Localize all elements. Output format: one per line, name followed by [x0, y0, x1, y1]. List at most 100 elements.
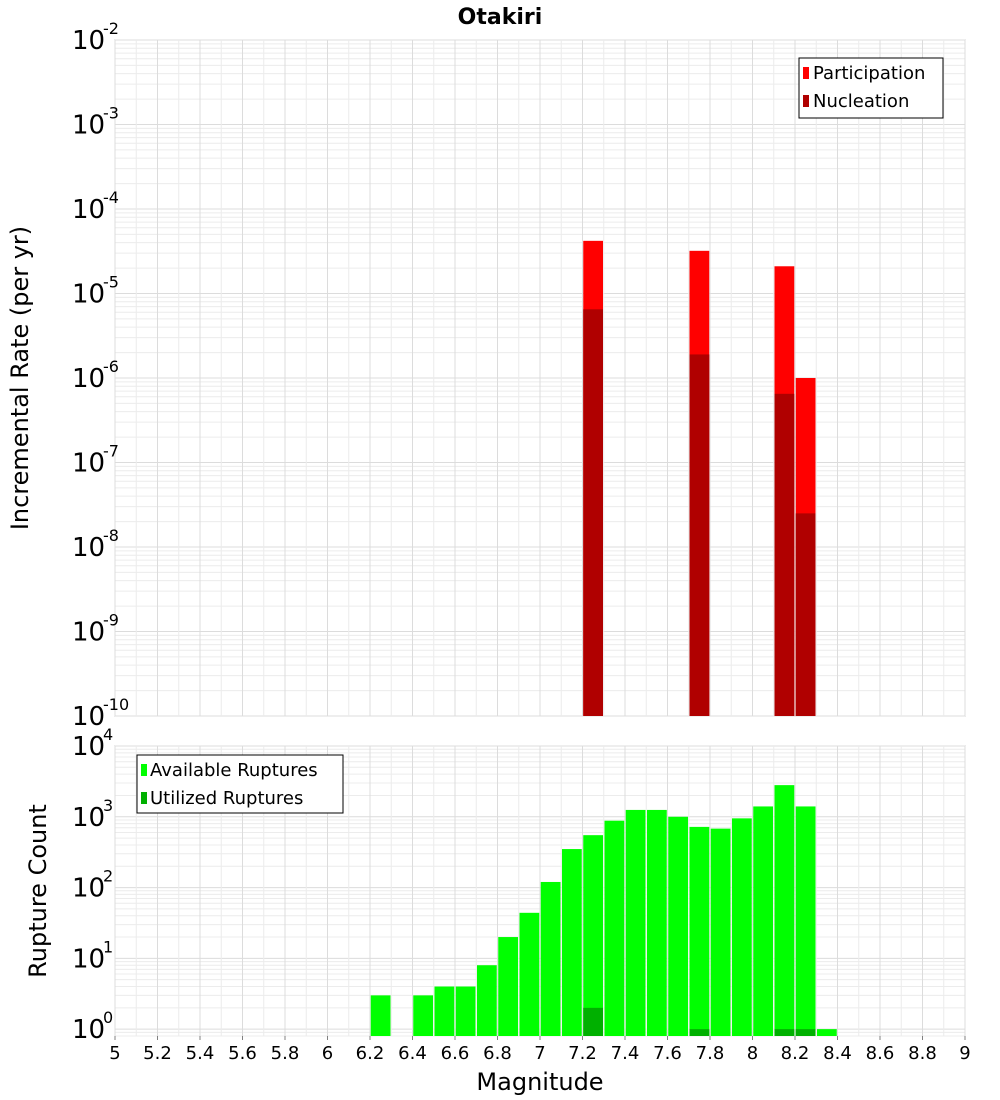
nucleation-bar [795, 513, 816, 716]
top-y-tick-exponent: -4 [103, 188, 119, 207]
bottom-y-tick-exponent: 3 [103, 796, 113, 815]
available-ruptures-bar [455, 986, 476, 1036]
utilized-ruptures-bar [795, 1029, 816, 1036]
available-ruptures-bar [731, 818, 752, 1036]
top-y-tick-exponent: -10 [103, 695, 129, 714]
available-ruptures-bar [583, 835, 604, 1036]
top-y-tick-exponent: -2 [103, 19, 119, 38]
available-ruptures-bar [476, 965, 497, 1036]
bottom-y-tick-label: 10 [72, 1015, 105, 1045]
top-y-axis-title: Incremental Rate (per yr) [6, 226, 34, 530]
top-y-tick-label: 10 [72, 449, 105, 479]
bottom-y-tick-exponent: 4 [103, 725, 113, 744]
available-ruptures-bar [625, 809, 646, 1036]
bottom-y-tick-label: 10 [72, 803, 105, 833]
available-ruptures-bar [561, 849, 582, 1036]
available-ruptures-bar [668, 816, 689, 1036]
top-y-tick-label: 10 [72, 364, 105, 394]
top-y-tick-label: 10 [72, 533, 105, 563]
x-axis-title: Magnitude [476, 1068, 603, 1096]
top-y-tick-label: 10 [72, 280, 105, 310]
top-legend-box [798, 57, 944, 119]
bottom-y-axis-title: Rupture Count [24, 804, 52, 978]
x-tick-label: 5.2 [143, 1043, 172, 1064]
x-tick-label: 8.6 [866, 1043, 895, 1064]
available-ruptures-bar [434, 986, 455, 1036]
legend-label-available: Available Ruptures [150, 760, 318, 781]
available-ruptures-bar [795, 806, 816, 1036]
top-y-tick-exponent: -6 [103, 357, 119, 376]
x-tick-label: 9 [959, 1043, 970, 1064]
x-tick-label: 5.6 [228, 1043, 257, 1064]
top-legend: Participation Nucleation [798, 57, 944, 119]
top-y-tick-exponent: -7 [103, 442, 119, 461]
available-ruptures-bar [774, 785, 795, 1036]
top-y-tick-label: 10 [72, 195, 105, 225]
legend-label-participation: Participation [813, 63, 925, 84]
x-tick-label: 6.2 [356, 1043, 385, 1064]
utilized-ruptures-bar [689, 1029, 710, 1036]
top-bars [583, 240, 816, 716]
top-y-tick-exponent: -9 [103, 611, 119, 630]
top-y-ticks: 10-210-310-410-510-610-710-810-910-10 [72, 19, 129, 732]
x-tick-label: 5.8 [271, 1043, 300, 1064]
available-ruptures-bar [710, 828, 731, 1036]
legend-label-nucleation: Nucleation [813, 91, 909, 112]
available-ruptures-bar [540, 881, 561, 1036]
legend-swatch-available [141, 764, 147, 776]
utilized-ruptures-bar [774, 1029, 795, 1036]
legend-swatch-utilized [141, 792, 147, 804]
available-ruptures-bar [816, 1029, 837, 1036]
legend-swatch-nucleation [803, 95, 809, 107]
x-tick-label: 7.8 [696, 1043, 725, 1064]
top-y-tick-label: 10 [72, 618, 105, 648]
x-tick-label: 7.2 [568, 1043, 597, 1064]
x-tick-label: 6.4 [398, 1043, 427, 1064]
x-tick-label: 8.2 [781, 1043, 810, 1064]
bottom-legend: Available Ruptures Utilized Ruptures [136, 754, 344, 814]
bottom-y-tick-exponent: 1 [103, 937, 113, 956]
x-tick-label: 6 [322, 1043, 333, 1064]
available-ruptures-bar [519, 912, 540, 1036]
top-y-tick-exponent: -5 [103, 273, 119, 292]
available-ruptures-bar [646, 809, 667, 1036]
top-y-tick-label: 10 [72, 702, 105, 732]
available-ruptures-bar [604, 820, 625, 1036]
top-y-tick-label: 10 [72, 111, 105, 141]
available-ruptures-bar [689, 826, 710, 1036]
x-tick-label: 5.4 [186, 1043, 215, 1064]
available-ruptures-bar [753, 806, 774, 1036]
x-tick-label: 7.4 [611, 1043, 640, 1064]
bottom-bars [370, 785, 837, 1036]
utilized-ruptures-bar [583, 1007, 604, 1036]
bottom-y-tick-label: 10 [72, 732, 105, 762]
bottom-legend-box [136, 754, 344, 814]
nucleation-bar [774, 393, 795, 716]
x-tick-label: 5 [109, 1043, 120, 1064]
legend-swatch-participation [803, 67, 809, 79]
x-tick-label: 6.8 [483, 1043, 512, 1064]
available-ruptures-bar [370, 995, 391, 1036]
x-tick-label: 7.6 [653, 1043, 682, 1064]
bottom-y-tick-label: 10 [72, 874, 105, 904]
bottom-y-tick-label: 10 [72, 944, 105, 974]
top-y-tick-exponent: -8 [103, 526, 119, 545]
top-grid [114, 39, 966, 717]
top-y-tick-label: 10 [72, 26, 105, 56]
x-tick-label: 6.6 [441, 1043, 470, 1064]
nucleation-bar [689, 354, 710, 716]
available-ruptures-bar [498, 937, 519, 1036]
bottom-x-ticks: 5 5.2 5.4 5.6 5.8 6 6.2 6.4 6.6 6.8 7 7.2 7.4 7.6 7.8 8… [109, 1036, 971, 1064]
top-panel: 10-210-310-410-510-610-710-810-910-10 In… [6, 19, 966, 732]
nucleation-bar [583, 309, 604, 716]
x-tick-label: 8 [747, 1043, 758, 1064]
x-tick-label: 8.8 [908, 1043, 937, 1064]
x-tick-label: 8.4 [823, 1043, 852, 1064]
top-y-tick-exponent: -3 [103, 104, 119, 123]
legend-label-utilized: Utilized Ruptures [150, 788, 303, 809]
available-ruptures-bar [413, 995, 434, 1036]
bottom-y-tick-exponent: 0 [103, 1008, 113, 1027]
